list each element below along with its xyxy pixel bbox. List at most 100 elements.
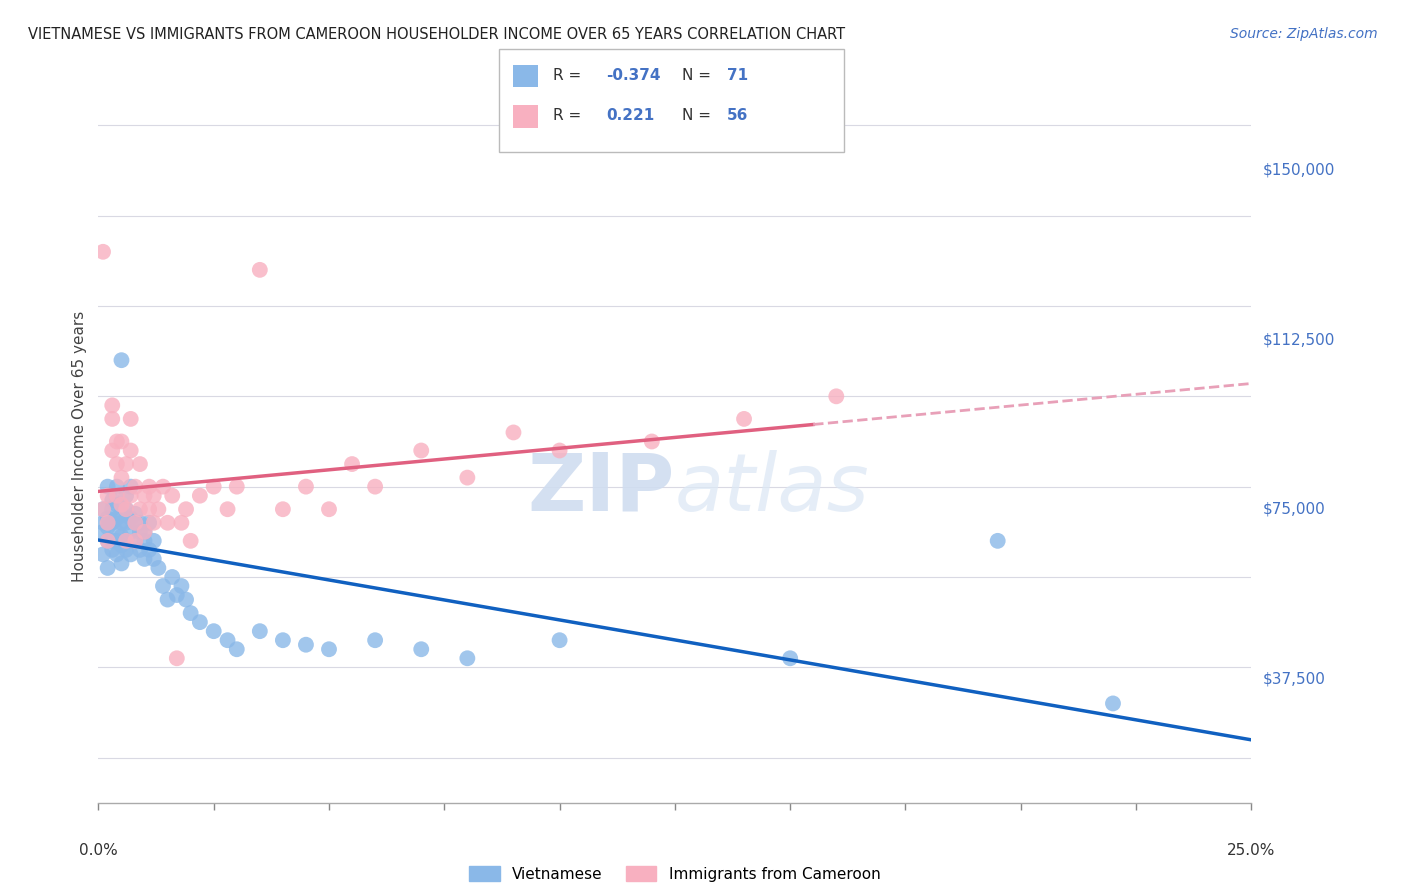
Point <box>364 480 387 494</box>
Point <box>105 489 128 503</box>
Y-axis label: Householder Income Over 65 years: Householder Income Over 65 years <box>72 310 87 582</box>
Text: R =: R = <box>553 69 586 83</box>
Point <box>115 533 138 548</box>
Point <box>733 412 755 426</box>
Point <box>105 480 128 494</box>
Point <box>129 516 152 530</box>
Point <box>271 502 294 516</box>
Point <box>180 533 202 548</box>
Point <box>91 548 114 562</box>
Point <box>91 502 114 516</box>
Point <box>120 548 142 562</box>
Point <box>97 480 120 494</box>
Point <box>188 615 211 629</box>
Point <box>174 592 197 607</box>
Point <box>548 443 571 458</box>
Point <box>124 516 146 530</box>
Point <box>124 480 146 494</box>
Point <box>120 443 142 458</box>
Point <box>174 502 197 516</box>
Point <box>97 533 120 548</box>
Point <box>1102 697 1125 711</box>
Point <box>115 516 138 530</box>
Point <box>97 511 120 525</box>
Text: N =: N = <box>682 109 716 123</box>
Point <box>97 533 120 548</box>
Point <box>129 542 152 557</box>
Point <box>249 263 271 277</box>
Point <box>779 651 801 665</box>
Point <box>120 524 142 539</box>
Point <box>101 502 124 516</box>
Point <box>318 502 340 516</box>
Point <box>91 244 114 259</box>
Point <box>129 502 152 516</box>
Text: $112,500: $112,500 <box>1263 333 1334 347</box>
Point <box>295 638 318 652</box>
Text: 71: 71 <box>727 69 748 83</box>
Point <box>225 480 247 494</box>
Text: $150,000: $150,000 <box>1263 163 1334 178</box>
Text: -0.374: -0.374 <box>606 69 661 83</box>
Text: VIETNAMESE VS IMMIGRANTS FROM CAMEROON HOUSEHOLDER INCOME OVER 65 YEARS CORRELAT: VIETNAMESE VS IMMIGRANTS FROM CAMEROON H… <box>28 27 845 42</box>
Text: 56: 56 <box>727 109 748 123</box>
Point <box>152 480 174 494</box>
Point <box>115 502 138 516</box>
Point <box>295 480 318 494</box>
Point <box>105 533 128 548</box>
Point <box>101 516 124 530</box>
Point <box>160 570 183 584</box>
Point <box>138 542 160 557</box>
Point <box>548 633 571 648</box>
Point <box>110 538 132 552</box>
Point <box>124 516 146 530</box>
Text: R =: R = <box>553 109 586 123</box>
Point <box>110 507 132 521</box>
Point <box>456 651 478 665</box>
Point <box>124 533 146 548</box>
Text: ZIP: ZIP <box>527 450 675 528</box>
Point <box>91 524 114 539</box>
Point <box>148 561 170 575</box>
Point <box>120 480 142 494</box>
Point <box>105 457 128 471</box>
Point <box>134 489 156 503</box>
Point <box>97 489 120 503</box>
Text: 0.221: 0.221 <box>606 109 654 123</box>
Point <box>120 511 142 525</box>
Point <box>105 434 128 449</box>
Point <box>134 524 156 539</box>
Point <box>138 502 160 516</box>
Point <box>225 642 247 657</box>
Point <box>110 470 132 484</box>
Point <box>364 633 387 648</box>
Text: N =: N = <box>682 69 716 83</box>
Point <box>142 516 165 530</box>
Point <box>271 633 294 648</box>
Point <box>115 489 138 503</box>
Text: 25.0%: 25.0% <box>1227 843 1275 858</box>
Point <box>101 493 124 508</box>
Point <box>217 633 239 648</box>
Point <box>110 557 132 571</box>
Point <box>249 624 271 639</box>
Point <box>202 624 225 639</box>
Point <box>456 470 478 484</box>
Point <box>101 542 124 557</box>
Point <box>340 457 363 471</box>
Point <box>318 642 340 657</box>
Point <box>129 524 152 539</box>
Point <box>129 457 152 471</box>
Point <box>101 443 124 458</box>
Point <box>115 457 138 471</box>
Text: $75,000: $75,000 <box>1263 501 1326 516</box>
Point <box>91 516 114 530</box>
Point <box>115 542 138 557</box>
Point <box>160 489 183 503</box>
Point <box>120 412 142 426</box>
Point <box>156 592 179 607</box>
Point <box>124 533 146 548</box>
Point <box>110 529 132 543</box>
Text: atlas: atlas <box>675 450 870 528</box>
Point <box>110 353 132 368</box>
